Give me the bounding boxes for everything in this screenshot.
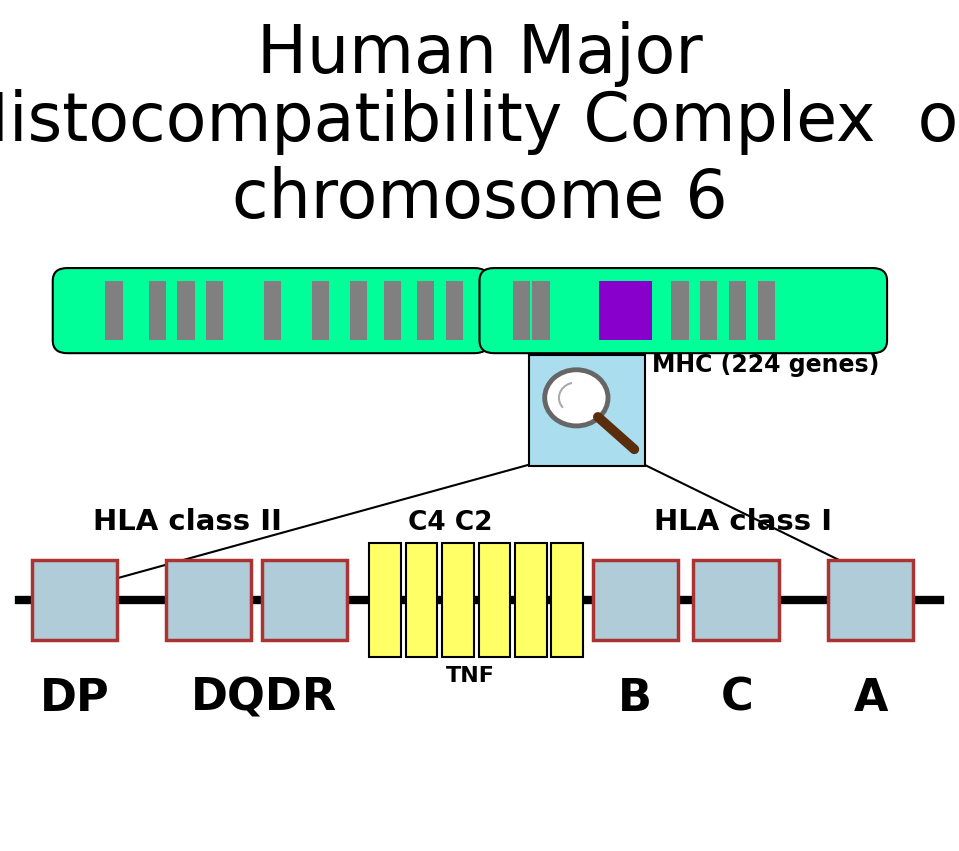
Text: C4 C2: C4 C2 — [409, 510, 493, 536]
Bar — [177, 281, 195, 340]
Bar — [312, 281, 329, 340]
Text: HLA class II: HLA class II — [92, 508, 282, 536]
FancyBboxPatch shape — [53, 268, 489, 353]
FancyBboxPatch shape — [480, 268, 887, 353]
Bar — [350, 281, 367, 340]
Bar — [149, 281, 166, 340]
Text: B: B — [618, 677, 652, 720]
Bar — [442, 543, 474, 657]
Bar — [599, 281, 652, 340]
Bar — [369, 543, 401, 657]
Text: DQDR: DQDR — [191, 677, 337, 720]
Text: Histocompatibility Complex  on: Histocompatibility Complex on — [0, 89, 959, 156]
FancyBboxPatch shape — [262, 560, 347, 640]
Bar — [479, 543, 510, 657]
Bar — [384, 281, 401, 340]
FancyBboxPatch shape — [32, 560, 117, 640]
Bar — [417, 281, 434, 340]
Bar — [515, 543, 547, 657]
Text: TNF: TNF — [446, 665, 494, 686]
Text: MHC (224 genes): MHC (224 genes) — [652, 353, 879, 377]
Bar — [758, 281, 775, 340]
Text: C: C — [721, 677, 754, 720]
Bar — [700, 281, 717, 340]
Text: DP: DP — [40, 677, 109, 720]
Bar — [406, 543, 437, 657]
FancyBboxPatch shape — [529, 355, 645, 466]
FancyBboxPatch shape — [166, 560, 251, 640]
Bar — [513, 281, 530, 340]
Text: A: A — [854, 677, 888, 720]
Bar — [729, 281, 746, 340]
Bar — [446, 281, 463, 340]
Circle shape — [545, 369, 608, 426]
Text: Human Major: Human Major — [257, 21, 702, 88]
Bar — [264, 281, 281, 340]
Text: chromosome 6: chromosome 6 — [232, 166, 727, 232]
FancyBboxPatch shape — [693, 560, 779, 640]
Bar — [532, 281, 550, 340]
FancyBboxPatch shape — [828, 560, 913, 640]
FancyBboxPatch shape — [593, 560, 678, 640]
Bar — [105, 281, 123, 340]
Bar — [551, 543, 583, 657]
Bar — [206, 281, 223, 340]
Text: HLA class I: HLA class I — [654, 508, 832, 536]
Bar — [671, 281, 689, 340]
